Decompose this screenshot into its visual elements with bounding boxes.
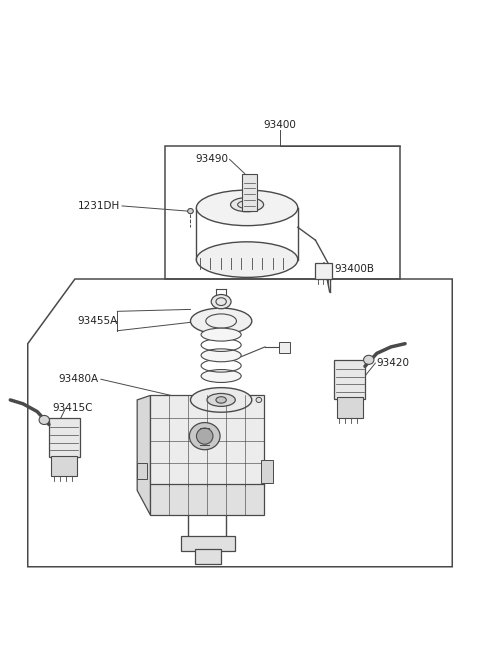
Ellipse shape xyxy=(39,415,49,424)
Text: 1231DH: 1231DH xyxy=(77,201,120,211)
Polygon shape xyxy=(137,396,150,515)
Ellipse shape xyxy=(191,308,252,334)
Ellipse shape xyxy=(201,328,241,341)
Text: 93455A: 93455A xyxy=(77,316,118,326)
Ellipse shape xyxy=(256,398,262,403)
Ellipse shape xyxy=(196,428,213,444)
Ellipse shape xyxy=(196,242,298,277)
Bar xyxy=(51,455,77,476)
Text: 93400: 93400 xyxy=(264,121,297,130)
Ellipse shape xyxy=(230,198,264,212)
Text: 93420: 93420 xyxy=(377,358,410,368)
Bar xyxy=(336,398,362,418)
Bar xyxy=(137,463,146,479)
Bar xyxy=(279,342,289,353)
Text: 93490: 93490 xyxy=(195,155,228,164)
Bar xyxy=(181,536,235,551)
Ellipse shape xyxy=(201,369,241,383)
Text: 93400B: 93400B xyxy=(335,265,374,274)
Ellipse shape xyxy=(201,349,241,362)
Bar xyxy=(165,147,400,279)
Bar xyxy=(335,360,365,399)
Ellipse shape xyxy=(188,208,193,214)
Ellipse shape xyxy=(363,355,374,364)
Text: 93480A: 93480A xyxy=(59,374,98,384)
Bar xyxy=(195,550,221,563)
Text: 93415C: 93415C xyxy=(53,403,93,413)
Bar xyxy=(150,484,264,515)
Ellipse shape xyxy=(190,422,220,450)
Ellipse shape xyxy=(207,394,235,406)
Ellipse shape xyxy=(211,295,231,309)
Ellipse shape xyxy=(216,397,227,403)
Ellipse shape xyxy=(191,388,252,412)
Bar xyxy=(242,174,256,211)
Bar xyxy=(315,263,332,279)
Ellipse shape xyxy=(196,190,298,226)
Bar xyxy=(150,396,264,486)
Bar xyxy=(49,418,80,457)
Bar xyxy=(261,460,273,483)
